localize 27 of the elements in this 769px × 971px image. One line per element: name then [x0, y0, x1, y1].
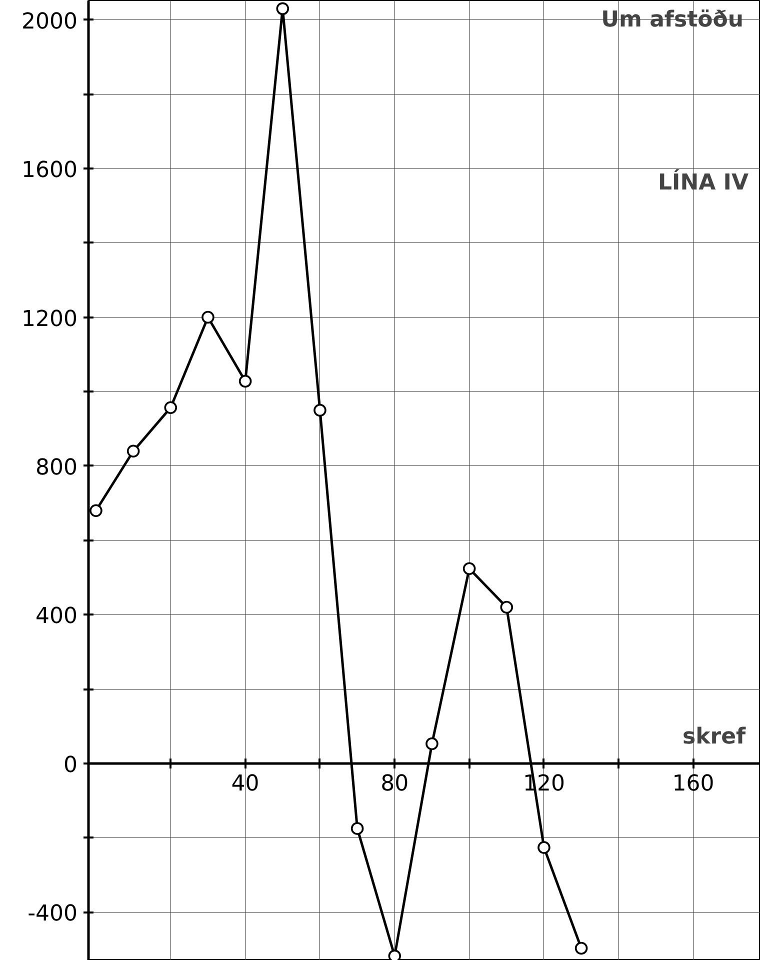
- x-tick-label: 40: [231, 771, 260, 796]
- y-tick-label: 400: [36, 604, 78, 630]
- point: [276, 2, 290, 16]
- point: [164, 401, 178, 414]
- point: [388, 950, 402, 960]
- point: [90, 504, 102, 518]
- y-tick-label: 0: [64, 752, 78, 778]
- point: [238, 374, 252, 388]
- annotation: Um afstöðu: [601, 8, 744, 32]
- point: [126, 444, 140, 458]
- x-tick-label: 160: [672, 771, 714, 796]
- y-tick-label: 2000: [22, 9, 78, 34]
- point: [426, 737, 438, 750]
- x-axis-title: skref: [682, 724, 746, 750]
- point: [314, 404, 326, 417]
- point: [574, 942, 588, 955]
- point: [350, 822, 364, 835]
- y-tick-label: 1600: [22, 158, 78, 184]
- y-tick-label: -400: [28, 902, 78, 927]
- point: [462, 562, 476, 576]
- y-tick-label: 1200: [22, 306, 78, 332]
- y-tick-label: 800: [36, 456, 78, 480]
- point: [202, 310, 214, 324]
- point: [500, 600, 514, 614]
- point: [538, 841, 550, 854]
- x-tick-label: 80: [380, 771, 409, 796]
- annotation: LÍNA IV: [658, 168, 748, 196]
